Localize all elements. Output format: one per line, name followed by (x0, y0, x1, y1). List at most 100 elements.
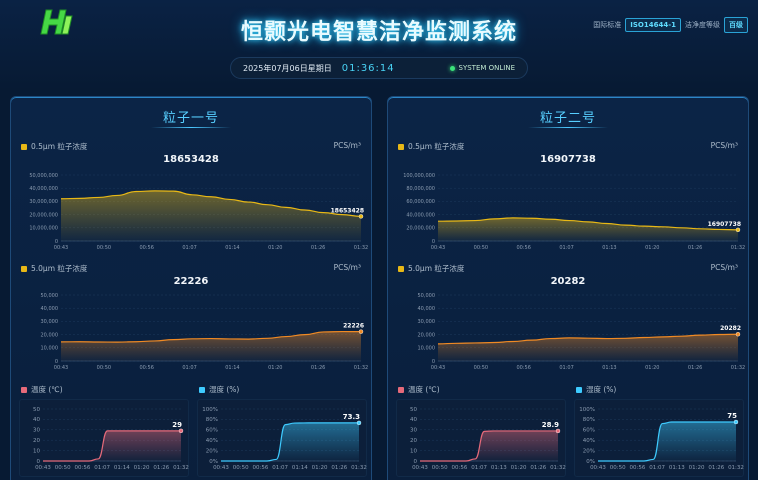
y-tick-label: 40,000 (41, 306, 59, 312)
x-tick-label: 01:32 (731, 365, 745, 371)
temp-label-text: 温度 (℃) (31, 385, 63, 394)
hum-chart: 100% 80% 60% 40% 20% 0%00:43 00:50 00:56 01:07 01… (202, 407, 367, 471)
datetime-bar: 2025年07月06日星期日 01:36:14 SYSTEM ONLINE (230, 57, 528, 79)
hum-label: 湿度 (%) (576, 384, 616, 395)
x-tick-label: 00:50 (432, 465, 448, 471)
x-tick-label: 00:56 (451, 465, 467, 471)
c50-unit: PCS/m³ (333, 263, 361, 272)
x-tick-label: 01:26 (688, 365, 702, 371)
series-line (42, 430, 181, 462)
c50-unit: PCS/m³ (710, 263, 738, 272)
x-tick-label: 00:43 (431, 365, 445, 371)
c05-unit: PCS/m³ (710, 141, 738, 150)
x-tick-label: 01:26 (153, 465, 169, 471)
series-line (437, 217, 739, 231)
legend-swatch-icon (21, 265, 27, 272)
x-tick-label: 01:07 (94, 465, 110, 471)
y-tick-label: 0 (55, 239, 58, 245)
clock-time: 01:36:14 (341, 62, 395, 74)
x-tick-label: 00:43 (213, 465, 229, 471)
temp-label: 温度 (℃) (398, 384, 440, 395)
latest-value-label: 73.3 (343, 413, 360, 421)
y-tick-label: 30,000 (418, 319, 436, 325)
y-tick-label: 50 (410, 407, 417, 413)
grade-badge: 百级 (724, 17, 748, 33)
y-tick-label: 50,000 (41, 293, 59, 299)
y-tick-label: 40,000,000 (29, 186, 58, 192)
x-tick-label: 01:26 (530, 465, 546, 471)
panel-title: 粒子二号 (539, 111, 596, 126)
y-tick-label: 20,000 (41, 332, 59, 338)
y-tick-label: 100% (202, 407, 218, 413)
latest-value-label: 18653428 (331, 207, 364, 214)
hum-label: 湿度 (%) (199, 384, 239, 395)
panel-title: 粒子一号 (162, 111, 219, 126)
hum-label-text: 湿度 (%) (209, 385, 240, 394)
x-tick-label: 00:56 (140, 245, 154, 251)
legend-swatch-icon (398, 386, 404, 393)
series-line (60, 190, 362, 217)
x-tick-label: 01:26 (311, 245, 325, 251)
y-tick-label: 20,000,000 (406, 226, 435, 232)
x-tick-label: 00:50 (233, 465, 249, 471)
status-text: SYSTEM ONLINE (458, 64, 516, 72)
latest-point (735, 227, 741, 233)
y-tick-label: 100,000,000 (403, 173, 435, 179)
x-tick-label: 01:20 (511, 465, 527, 471)
x-tick-label: 01:20 (268, 245, 282, 251)
y-tick-label: 40,000,000 (406, 212, 435, 218)
c50-label-text: 5.0μm 粒子浓度 (408, 264, 465, 273)
series-line (60, 330, 362, 343)
y-tick-label: 0 (414, 459, 418, 465)
y-tick-label: 100% (579, 407, 595, 413)
y-tick-label: 80% (206, 417, 218, 423)
y-tick-label: 20% (583, 448, 595, 454)
latest-point (358, 329, 364, 334)
series-line (220, 422, 359, 462)
system-status: SYSTEM ONLINE (449, 64, 516, 72)
temp-label: 温度 (℃) (21, 384, 63, 395)
c50-label: 5.0μm 粒子浓度 (398, 263, 464, 274)
y-tick-label: 0% (209, 459, 218, 465)
y-tick-label: 50 (33, 407, 40, 413)
x-tick-label: 01:20 (268, 365, 282, 371)
y-tick-label: 40% (206, 438, 218, 444)
legend-swatch-icon (199, 386, 205, 393)
x-tick-label: 01:32 (173, 465, 189, 471)
x-tick-label: 01:13 (491, 465, 507, 471)
x-tick-label: 00:43 (412, 465, 428, 471)
y-tick-label: 50,000 (418, 293, 436, 299)
y-tick-label: 60% (583, 428, 595, 434)
y-tick-label: 10 (410, 448, 417, 454)
x-tick-label: 01:20 (645, 365, 659, 371)
x-tick-label: 00:50 (474, 365, 488, 371)
latest-point (733, 419, 739, 425)
y-tick-label: 0 (432, 359, 435, 365)
x-tick-label: 00:56 (252, 465, 268, 471)
x-tick-label: 00:50 (97, 245, 111, 251)
x-tick-label: 01:26 (331, 465, 347, 471)
x-tick-label: 01:32 (550, 465, 566, 471)
c50-chart: 50,000 40,000 30,000 20,000 10,000 000:43 00:5… (41, 293, 369, 371)
x-tick-label: 01:20 (134, 465, 150, 471)
y-tick-label: 80% (583, 417, 595, 423)
y-tick-label: 10,000,000 (29, 226, 58, 232)
y-tick-label: 40,000 (418, 306, 436, 312)
series-area (61, 190, 361, 241)
c50-label-text: 5.0μm 粒子浓度 (31, 264, 88, 273)
device-panel-2: 粒子二号 0.5μm 粒子浓度 PCS/m³ 16907738 100,000,… (387, 96, 749, 480)
x-tick-label: 01:07 (182, 365, 196, 371)
latest-value-label: 20282 (720, 325, 741, 332)
x-tick-label: 01:14 (225, 245, 239, 251)
page-title: 恒颢光电智慧洁净监测系统 (240, 20, 517, 45)
series-line (419, 430, 558, 462)
x-tick-label: 00:56 (629, 465, 645, 471)
c05-chart: 100,000,000 80,000,000 60,000,000 40,000,00… (403, 173, 745, 251)
x-tick-label: 01:32 (728, 465, 744, 471)
y-tick-label: 0 (432, 239, 435, 245)
brand-logo-icon (40, 9, 73, 35)
y-tick-label: 0 (37, 459, 41, 465)
x-tick-label: 00:50 (97, 365, 111, 371)
x-tick-label: 01:32 (351, 465, 367, 471)
legend-swatch-icon (398, 143, 404, 150)
